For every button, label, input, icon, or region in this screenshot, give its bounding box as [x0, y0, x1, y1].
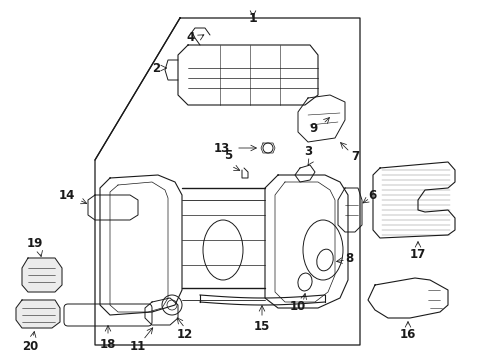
Text: 4: 4 — [186, 31, 195, 44]
Text: 16: 16 — [399, 328, 415, 341]
Polygon shape — [22, 258, 62, 292]
Polygon shape — [16, 300, 60, 328]
Text: 15: 15 — [253, 320, 270, 333]
Text: 1: 1 — [248, 12, 257, 25]
Text: 6: 6 — [367, 189, 375, 202]
Text: 8: 8 — [345, 252, 352, 265]
Text: 10: 10 — [289, 300, 305, 313]
Text: 11: 11 — [130, 340, 146, 353]
Text: 9: 9 — [309, 122, 317, 135]
Text: 19: 19 — [27, 237, 43, 250]
Text: 3: 3 — [304, 145, 311, 158]
Text: 14: 14 — [59, 189, 75, 202]
Text: 13: 13 — [213, 141, 229, 154]
Text: 17: 17 — [409, 248, 425, 261]
Text: 7: 7 — [350, 150, 358, 163]
Text: 2: 2 — [152, 62, 160, 75]
Text: 20: 20 — [22, 340, 38, 353]
Text: 5: 5 — [224, 149, 232, 162]
Text: 12: 12 — [177, 328, 193, 341]
Text: 18: 18 — [100, 338, 116, 351]
